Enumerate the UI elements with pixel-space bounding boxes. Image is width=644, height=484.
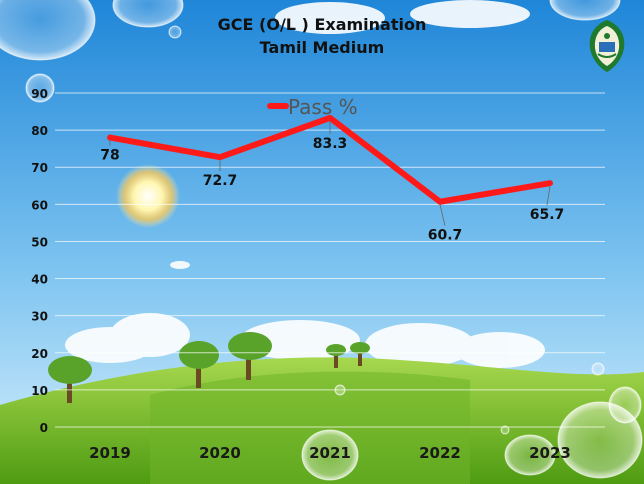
data-point [327, 115, 333, 121]
clouds [65, 0, 545, 368]
x-tick-label: 2020 [199, 444, 241, 462]
y-tick-label: 50 [31, 235, 48, 249]
data-point [107, 135, 113, 141]
data-label: 65.7 [530, 207, 565, 223]
y-tick-label: 40 [31, 273, 48, 287]
tree-icon [350, 342, 370, 366]
x-tick-label: 2019 [89, 444, 131, 462]
x-tick-label: 2023 [529, 444, 571, 462]
data-labels: 78 72.7 83.3 60.7 65.7 [100, 120, 565, 244]
y-tick-label: 70 [31, 161, 48, 175]
series-pass [107, 114, 553, 205]
tree-icon [179, 341, 219, 388]
legend-label: Pass % [288, 95, 358, 119]
y-tick-label: 80 [31, 124, 48, 138]
sun-icon [116, 164, 180, 228]
x-tick-label: 2021 [309, 444, 351, 462]
y-axis: 0 10 20 30 40 50 60 70 80 90 [31, 87, 48, 435]
data-point [547, 180, 553, 186]
data-point [217, 154, 223, 160]
y-tick-label: 10 [31, 384, 48, 398]
data-label: 83.3 [313, 136, 348, 152]
data-label: 72.7 [203, 173, 238, 189]
y-tick-label: 90 [31, 87, 48, 101]
data-label: 60.7 [428, 228, 463, 244]
chart-title-line-2: Tamil Medium [259, 38, 385, 57]
y-tick-label: 20 [31, 347, 48, 361]
y-tick-label: 0 [40, 421, 48, 435]
leader-line [439, 204, 446, 226]
legend: Pass % [267, 95, 358, 119]
y-tick-label: 30 [31, 310, 48, 324]
tree-icon [48, 356, 92, 403]
data-point [437, 199, 443, 205]
chart-title-line-1: GCE (O/L ) Examination [217, 15, 427, 34]
leader-line [546, 186, 551, 206]
y-tick-label: 60 [31, 198, 48, 212]
x-tick-label: 2022 [419, 444, 461, 462]
data-label: 78 [100, 148, 119, 164]
x-axis: 2019 2020 2021 2022 2023 [89, 444, 571, 462]
crest-logo [589, 20, 625, 72]
